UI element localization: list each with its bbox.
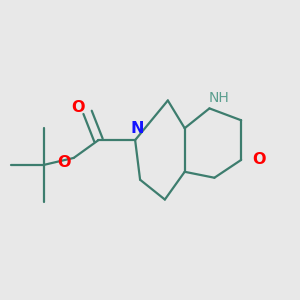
- Text: N: N: [130, 121, 144, 136]
- Text: O: O: [252, 152, 266, 167]
- Text: O: O: [57, 155, 70, 170]
- Text: O: O: [71, 100, 84, 115]
- Text: NH: NH: [209, 92, 230, 106]
